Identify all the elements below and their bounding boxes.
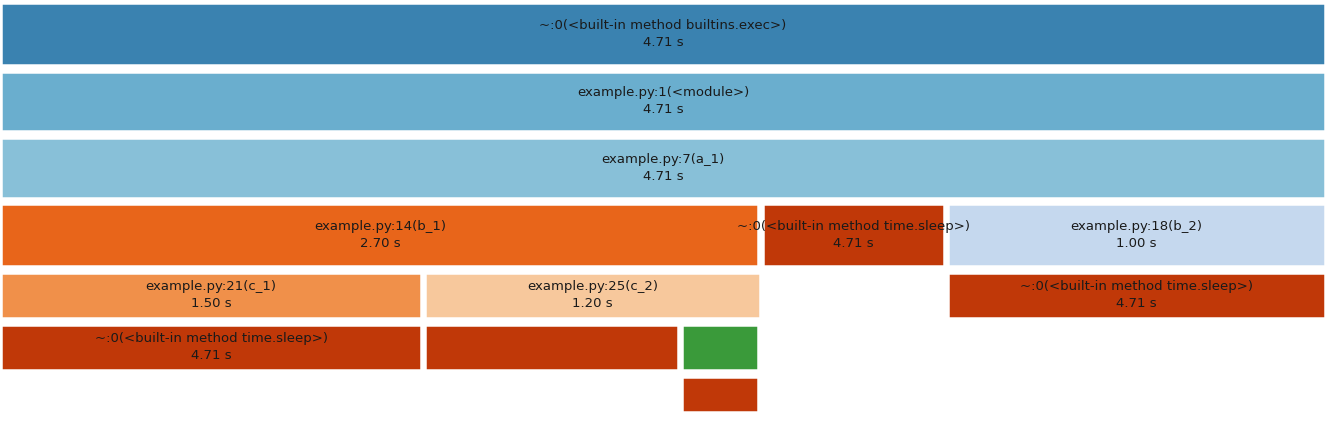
Text: ~:0(<built-in method builtins.exec>)
4.71 s: ~:0(<built-in method builtins.exec>) 4.7… (540, 19, 786, 49)
Text: ~:0(<built-in method time.sleep>)
4.71 s: ~:0(<built-in method time.sleep>) 4.71 s (94, 332, 328, 362)
Text: ~:0(<built-in method time.sleep>)
4.71 s: ~:0(<built-in method time.sleep>) 4.71 s (1020, 280, 1253, 310)
Text: example.py:14(b_1)
2.70 s: example.py:14(b_1) 2.70 s (314, 220, 446, 250)
FancyBboxPatch shape (948, 273, 1325, 318)
FancyBboxPatch shape (1, 204, 758, 266)
Text: example.py:18(b_2)
1.00 s: example.py:18(b_2) 1.00 s (1070, 220, 1203, 250)
Text: example.py:7(a_1)
4.71 s: example.py:7(a_1) 4.71 s (602, 152, 724, 183)
FancyBboxPatch shape (1, 325, 422, 369)
FancyBboxPatch shape (682, 377, 758, 411)
Text: example.py:25(c_2)
1.20 s: example.py:25(c_2) 1.20 s (528, 280, 658, 310)
FancyBboxPatch shape (1, 72, 1325, 131)
FancyBboxPatch shape (762, 204, 944, 266)
Text: example.py:21(c_1)
1.50 s: example.py:21(c_1) 1.50 s (146, 280, 277, 310)
FancyBboxPatch shape (1, 3, 1325, 65)
FancyBboxPatch shape (1, 138, 1325, 197)
Text: example.py:1(<module>)
4.71 s: example.py:1(<module>) 4.71 s (577, 86, 749, 116)
FancyBboxPatch shape (682, 325, 758, 369)
FancyBboxPatch shape (1, 273, 422, 318)
Text: ~:0(<built-in method time.sleep>)
4.71 s: ~:0(<built-in method time.sleep>) 4.71 s (737, 220, 969, 250)
FancyBboxPatch shape (948, 204, 1325, 266)
FancyBboxPatch shape (426, 273, 760, 318)
FancyBboxPatch shape (426, 325, 678, 369)
